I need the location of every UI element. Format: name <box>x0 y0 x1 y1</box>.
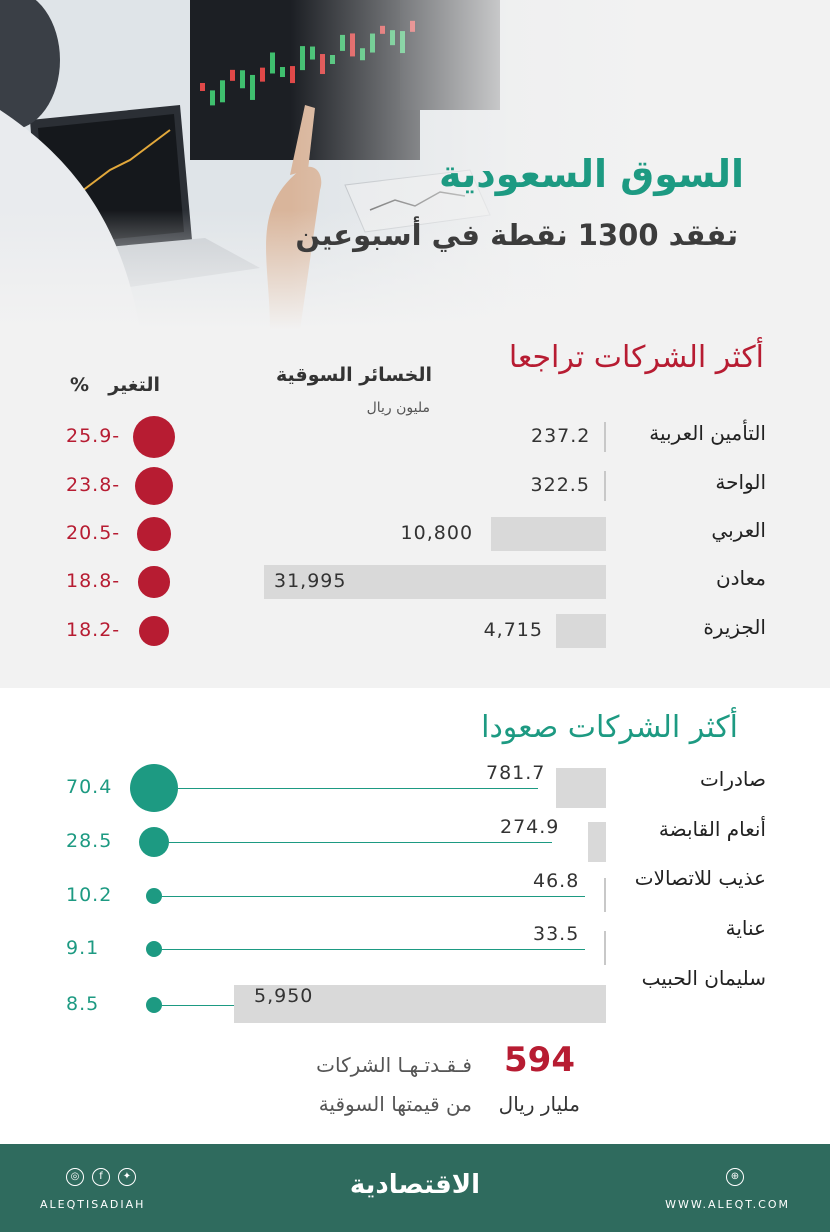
hero-photo <box>0 0 830 330</box>
loss-bar <box>490 517 606 551</box>
change-column-header: التغير <box>108 374 160 396</box>
decliners-heading: أكثر الشركات تراجعا <box>508 340 764 375</box>
gain-bar <box>556 768 606 808</box>
instagram-icon[interactable]: ◎ <box>66 1168 84 1186</box>
leader-line <box>162 896 585 897</box>
risers-heading: أكثر الشركات صعودا <box>481 710 738 745</box>
leader-line <box>178 788 538 789</box>
leader-line <box>162 949 585 950</box>
total-loss-number: 594 <box>504 1040 575 1080</box>
risers-panel <box>0 688 830 1144</box>
gain-bar <box>604 878 606 912</box>
loss-value: 322.5 <box>530 474 590 496</box>
company-name: عناية <box>725 916 766 940</box>
company-name: سليمان الحبيب <box>641 966 766 990</box>
company-name: الجزيرة <box>703 615 766 639</box>
loss-value: 237.2 <box>531 425 591 447</box>
loss-value: 10,800 <box>400 522 474 544</box>
change-value: 10.2 <box>66 884 113 906</box>
gain-value: 274.9 <box>500 816 560 838</box>
change-value: 70.4 <box>66 776 113 798</box>
decliners-panel <box>0 330 830 688</box>
footer: ◎ f ✦ ALEQTISADIAH الاقتصادية ⊕ WWW.ALEQ… <box>0 1144 830 1232</box>
change-dot <box>139 827 169 857</box>
change-value: 28.5 <box>66 830 113 852</box>
losses-unit: مليون ريال <box>366 400 430 416</box>
change-dot <box>146 997 162 1013</box>
change-dot <box>146 888 162 904</box>
loss-bar <box>555 614 606 648</box>
company-name: التأمين العربية <box>649 421 766 445</box>
twitter-icon[interactable]: ✦ <box>118 1168 136 1186</box>
company-name: الواحة <box>715 470 766 494</box>
change-value: 25.9- <box>66 425 121 447</box>
change-value: 23.8- <box>66 474 121 496</box>
website-link[interactable]: WWW.ALEQT.COM <box>665 1198 790 1211</box>
brand-logo: الاقتصادية <box>349 1170 481 1200</box>
loss-value: 4,715 <box>483 619 543 641</box>
change-value: 9.1 <box>66 937 100 959</box>
globe-icon: ⊕ <box>726 1168 744 1186</box>
change-dot <box>138 615 170 647</box>
gain-value: 46.8 <box>533 870 580 892</box>
total-loss-caption-line2: من قيمتها السوقية <box>318 1092 472 1116</box>
company-name: عذيب للاتصالات <box>634 866 766 890</box>
gain-value: 781.7 <box>486 762 546 784</box>
gain-bar <box>604 931 606 965</box>
gain-bar <box>588 822 606 862</box>
facebook-icon[interactable]: f <box>92 1168 110 1186</box>
loss-bar <box>264 565 606 599</box>
total-loss-unit: مليار ريال <box>498 1092 580 1116</box>
main-title: السوق السعودية <box>438 152 744 196</box>
losses-column-header: الخسائر السوقية <box>276 364 432 386</box>
loss-value: 31,995 <box>274 570 347 592</box>
change-value: 8.5 <box>66 993 100 1015</box>
change-value: 20.5- <box>66 522 121 544</box>
loss-bar <box>604 422 606 452</box>
company-name: العربي <box>711 518 766 542</box>
main-subtitle: تفقد 1300 نقطة في أسبوعين <box>295 218 738 252</box>
change-value: 18.8- <box>66 570 121 592</box>
company-name: معادن <box>715 566 766 590</box>
change-dot <box>146 941 162 957</box>
gain-value: 33.5 <box>533 923 580 945</box>
company-name: صادرات <box>699 767 766 791</box>
social-handle[interactable]: ALEQTISADIAH <box>40 1198 146 1211</box>
gain-bar <box>234 985 606 1023</box>
change-dot <box>138 566 170 598</box>
change-value: 18.2- <box>66 619 121 641</box>
change-dot <box>134 466 174 506</box>
company-name: أنعام القابضة <box>658 817 766 841</box>
change-dot <box>133 416 175 458</box>
loss-bar <box>604 471 606 501</box>
change-dot <box>137 517 171 551</box>
total-loss-caption-line1: فـقـدتـهـا الشركات <box>316 1053 472 1077</box>
leader-line <box>162 1005 234 1006</box>
change-dot <box>130 764 178 812</box>
leader-line <box>169 842 552 843</box>
gain-value: 5,950 <box>254 985 314 1007</box>
percent-sign: % <box>70 374 90 396</box>
